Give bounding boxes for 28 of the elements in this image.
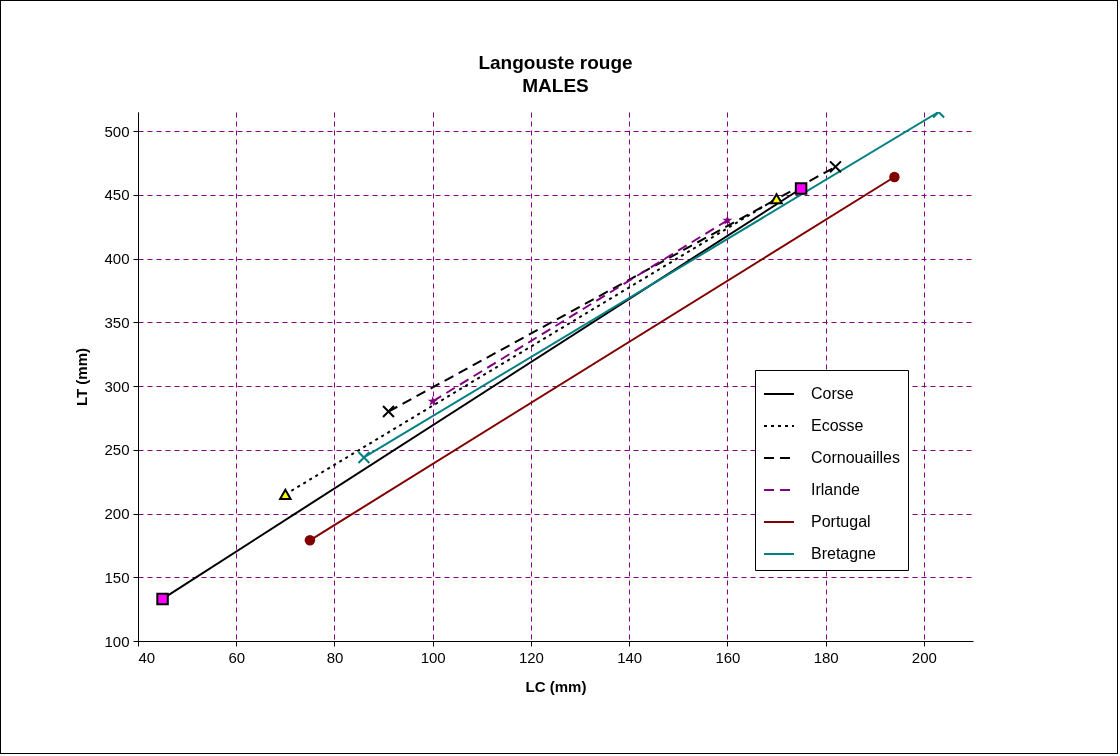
legend-label: Portugal	[811, 513, 871, 530]
legend-label: Corse	[811, 385, 854, 402]
x-tick-label: 60	[228, 648, 246, 666]
y-tick-label: 500	[104, 122, 130, 140]
y-tick-label: 400	[104, 250, 130, 268]
x-tick-label: 120	[518, 648, 544, 666]
legend-label: Bretagne	[811, 545, 877, 562]
y-tick-label: 350	[104, 313, 130, 331]
x-tick-label: 40	[138, 648, 156, 666]
x-tick-label: 140	[617, 648, 643, 666]
x-tick-label: 160	[715, 648, 741, 666]
legend-label: Cornouailles	[811, 449, 900, 466]
y-tick-label: 450	[104, 186, 130, 204]
chart-title: Langouste rouge	[478, 52, 633, 73]
y-axis-title: LT (mm)	[73, 347, 91, 407]
y-tick-label: 300	[104, 377, 130, 395]
legend-label: Irlande	[811, 481, 861, 498]
x-axis-title: LC (mm)	[525, 677, 587, 695]
x-tick-label: 180	[813, 648, 839, 666]
x-tick-label: 100	[420, 648, 446, 666]
x-tick-label: 200	[911, 648, 937, 666]
chart-subtitle: MALES	[522, 75, 589, 96]
legend-label: Ecosse	[811, 417, 864, 434]
y-tick-label: 250	[104, 441, 130, 459]
y-tick-label: 150	[104, 568, 130, 586]
y-tick-label: 100	[104, 632, 130, 650]
y-tick-label: 200	[104, 505, 130, 523]
x-tick-label: 80	[326, 648, 344, 666]
